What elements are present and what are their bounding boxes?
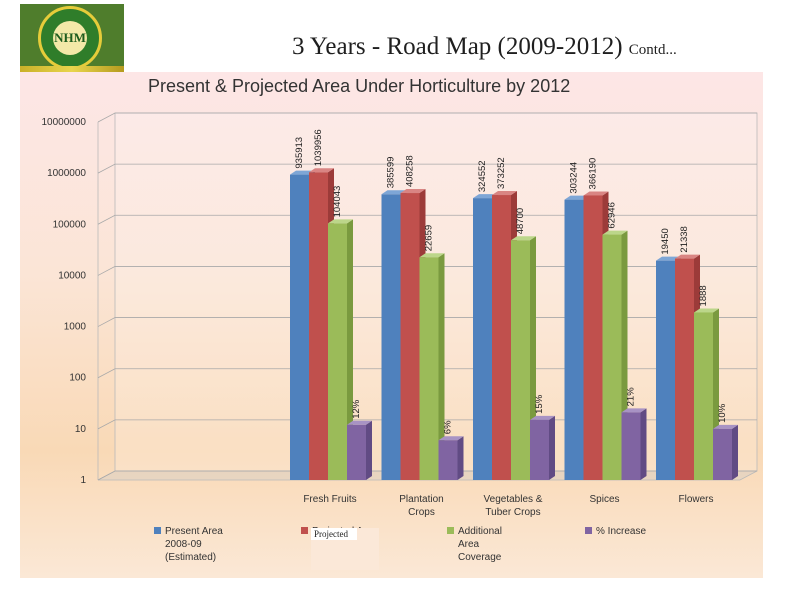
x-category-label: Tuber Crops — [485, 507, 540, 518]
legend-label: (Estimated) — [165, 552, 216, 563]
gridline — [97, 214, 757, 225]
y-tick-label: 10000000 — [42, 117, 87, 128]
gridline — [97, 163, 757, 174]
legend-swatch — [154, 527, 161, 534]
gridline — [97, 317, 757, 327]
data-label: 1888 — [698, 285, 709, 306]
x-category-label: Spices — [589, 494, 619, 505]
data-label: 21% — [626, 387, 637, 407]
y-tick-label: 1000 — [64, 322, 87, 333]
data-label: 385599 — [386, 157, 397, 189]
y-tick-label: 100000 — [53, 219, 87, 230]
y-tick-label: 100 — [69, 373, 86, 384]
y-tick-label: 10 — [75, 424, 87, 435]
projected-label: Projected — [311, 528, 357, 540]
data-label: 1039956 — [313, 129, 324, 166]
nhm-logo: NHM — [20, 4, 124, 76]
bar — [438, 436, 464, 480]
gridline — [97, 112, 757, 123]
data-label: 19450 — [660, 228, 671, 254]
data-label: 324552 — [477, 160, 488, 192]
y-tick-label: 1 — [80, 475, 86, 486]
data-label: 408258 — [405, 155, 416, 187]
bar — [347, 420, 372, 480]
data-label: 303244 — [569, 162, 580, 194]
logo-text: NHM — [53, 21, 87, 55]
x-category-label: Fresh Fruits — [303, 494, 356, 505]
x-category-label: Crops — [408, 507, 435, 518]
data-label: 22659 — [424, 225, 435, 251]
bar — [530, 415, 555, 480]
legend-swatch — [301, 527, 308, 534]
data-label: 15% — [534, 394, 545, 414]
legend-label: % Increase — [596, 526, 646, 537]
bar — [713, 424, 738, 480]
legend-label: Present Area — [165, 526, 223, 537]
gridline — [97, 266, 757, 276]
data-label: 373252 — [496, 157, 507, 189]
bar — [419, 253, 445, 480]
page-title-main: 3 Years - Road Map (2009-2012) — [292, 33, 623, 60]
legend-label: 2008-09 — [165, 539, 202, 550]
legend-swatch — [447, 527, 454, 534]
data-label: 10% — [717, 403, 728, 423]
horticulture-chart: Present & Projected Area Under Horticult… — [42, 76, 758, 563]
data-label: 935913 — [294, 137, 305, 169]
legend-label: Coverage — [458, 552, 502, 563]
data-label: 48700 — [515, 208, 526, 234]
data-label: 12% — [351, 399, 362, 419]
logo-emblem: NHM — [38, 6, 102, 70]
x-category-label: Plantation — [399, 494, 443, 505]
legend-label: Additional — [458, 526, 502, 537]
legend-label: Area — [458, 539, 480, 550]
data-label: 366190 — [588, 158, 599, 190]
bar — [621, 408, 647, 480]
data-label: 62946 — [607, 202, 618, 228]
data-label: 6% — [443, 420, 454, 434]
chart-title: Present & Projected Area Under Horticult… — [148, 76, 570, 96]
gridline — [97, 368, 757, 379]
y-tick-label: 10000 — [58, 270, 86, 281]
x-category-label: Vegetables & — [484, 494, 543, 505]
page-title-suffix: Contd... — [628, 42, 677, 58]
bar — [328, 219, 353, 480]
page-title: 3 Years - Road Map (2009-2012) Contd... — [292, 33, 677, 61]
y-tick-label: 1000000 — [47, 168, 86, 179]
data-label: 104043 — [332, 186, 343, 218]
legend-swatch — [585, 527, 592, 534]
x-category-label: Flowers — [678, 494, 713, 505]
logo-strip — [20, 66, 124, 76]
projected-overlay: Projected — [311, 528, 379, 570]
data-label: 21338 — [679, 226, 690, 252]
